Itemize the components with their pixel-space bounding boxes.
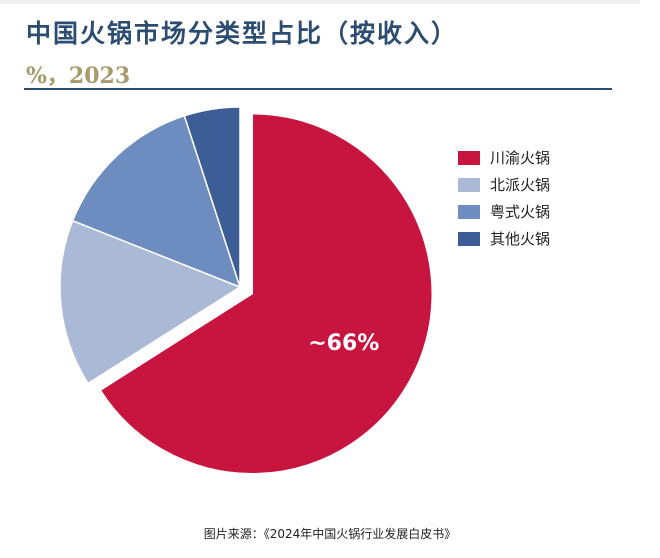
legend-label-3: 粤式火锅 — [490, 203, 551, 221]
legend-swatch-3 — [458, 204, 480, 219]
title-divider — [24, 88, 612, 90]
legend-label-2: 北派火锅 — [490, 176, 551, 194]
chart-legend: 川渝火锅北派火锅粤式火锅其他火锅 — [458, 144, 550, 252]
top-border — [0, 0, 640, 4]
chart-title: 中国火锅市场分类型占比（按收入） — [26, 19, 459, 48]
legend-swatch-4 — [458, 231, 480, 246]
legend-item-1: 川渝火锅 — [458, 144, 550, 171]
legend-swatch-1 — [458, 150, 480, 165]
legend-item-3: 粤式火锅 — [458, 198, 550, 225]
pie-slice-4 — [183, 106, 241, 288]
legend-item-2: 北派火锅 — [458, 171, 550, 198]
data-label-1: ~66% — [308, 331, 379, 356]
legend-swatch-2 — [458, 177, 480, 192]
legend-item-4: 其他火锅 — [458, 225, 550, 252]
pie-slice-2 — [59, 219, 242, 385]
chart-card: 中国火锅市场分类型占比（按收入） %，2023 ~66% 川渝火锅北派火锅粤式火… — [0, 0, 640, 475]
chart-subtitle: %，2023 — [26, 63, 131, 89]
pie-chart: ~66% — [59, 106, 433, 475]
legend-label-1: 川渝火锅 — [490, 149, 551, 167]
legend-label-4: 其他火锅 — [490, 230, 551, 248]
pie-slice-1 — [99, 112, 433, 475]
image-source-caption: 图片来源：《2024年中国火锅行业发展白皮书》 — [203, 527, 457, 541]
